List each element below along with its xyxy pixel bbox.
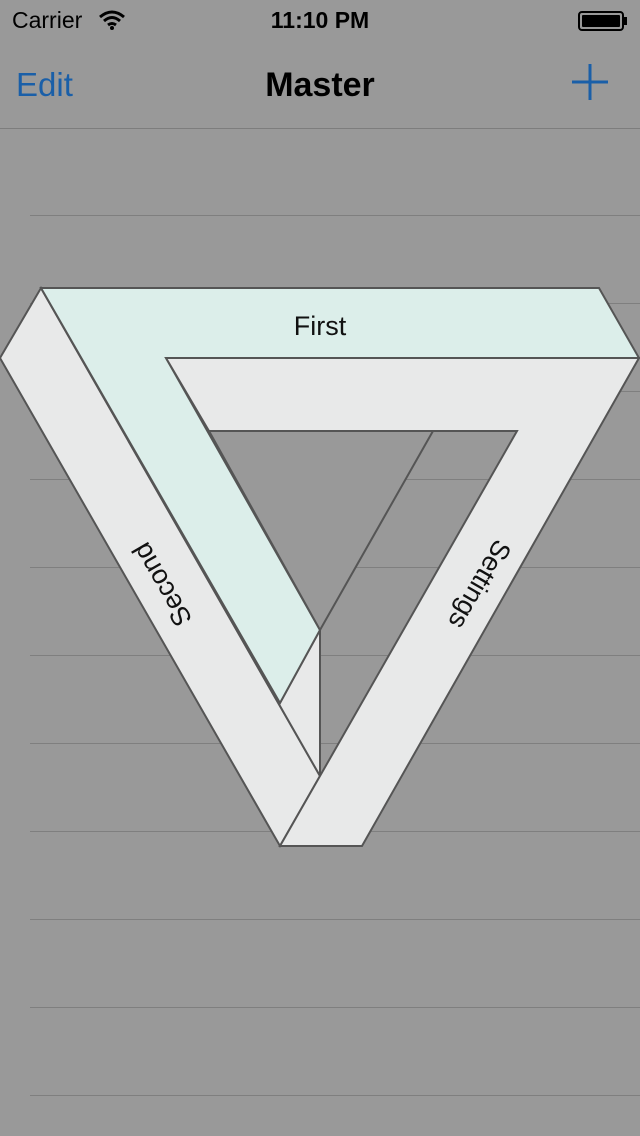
row-separator	[30, 743, 640, 744]
row-separator	[30, 215, 640, 216]
add-button[interactable]	[570, 62, 610, 102]
menu-label-first[interactable]: First	[294, 311, 347, 341]
row-separator	[30, 1007, 640, 1008]
wifi-icon	[99, 10, 125, 30]
status-time: 11:10 PM	[270, 7, 370, 33]
navigation-bar: Edit Master	[0, 40, 640, 129]
row-separator	[30, 655, 640, 656]
page-title: Master	[265, 66, 375, 104]
menu-band-settings[interactable]	[164, 357, 640, 847]
triangle-hole	[207, 430, 435, 633]
battery-icon	[578, 11, 627, 31]
row-separator	[30, 1095, 640, 1096]
carrier-label: Carrier	[12, 7, 83, 33]
status-bar: Carrier 11:10 PM	[0, 0, 640, 40]
row-separator	[30, 919, 640, 920]
plus-icon	[572, 64, 608, 100]
edit-button[interactable]: Edit	[16, 66, 73, 103]
